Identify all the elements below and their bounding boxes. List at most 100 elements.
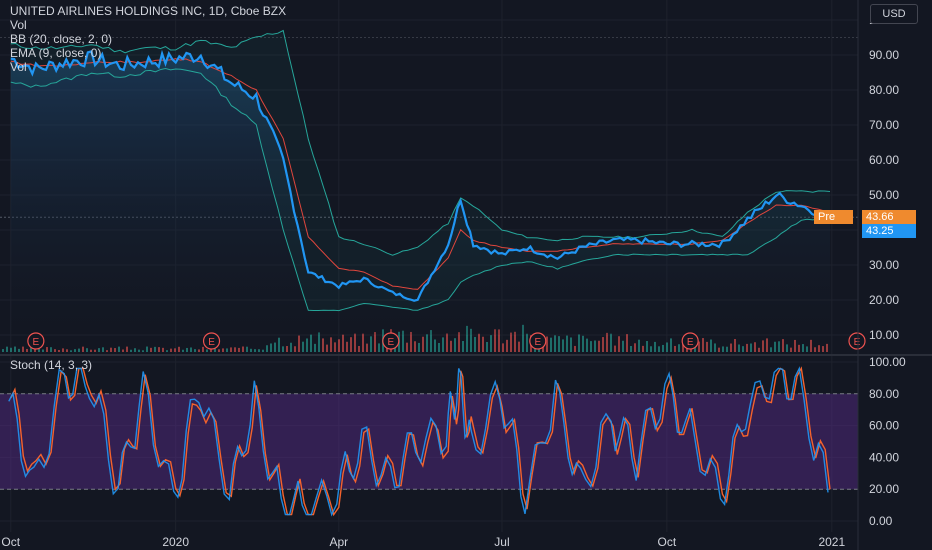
volume-bar: [526, 333, 528, 352]
volume-bar: [442, 337, 444, 352]
volume-bar: [778, 341, 780, 352]
volume-bar: [86, 348, 88, 352]
volume-bar: [166, 350, 168, 352]
volume-bar: [506, 339, 508, 352]
volume-bar: [418, 342, 420, 352]
volume-bar: [482, 336, 484, 352]
earnings-marker[interactable]: [529, 332, 547, 350]
volume-bar: [278, 337, 280, 352]
volume-bar: [218, 349, 220, 352]
price-tick-label: 20.00: [869, 293, 899, 307]
earnings-marker[interactable]: [202, 332, 221, 350]
volume-bar: [466, 325, 468, 352]
volume-bar: [738, 344, 740, 352]
volume-bar: [170, 348, 172, 352]
volume-bar: [458, 332, 460, 352]
volume-bar: [254, 349, 256, 352]
stoch-label[interactable]: Stoch (14, 3, 3): [10, 358, 93, 372]
time-tick-label: Oct: [1, 535, 20, 549]
volume-bar: [22, 346, 24, 352]
earnings-marker[interactable]: [27, 332, 45, 350]
volume-bar: [78, 348, 80, 352]
price-tick-label: 10.00: [869, 328, 899, 342]
volume-bar: [90, 349, 92, 352]
volume-bar: [802, 344, 804, 352]
volume-bar: [262, 349, 264, 352]
volume-bar: [274, 342, 276, 352]
volume-bar: [54, 349, 56, 352]
volume-bar: [742, 346, 744, 352]
stoch-tick-label: 80.00: [869, 387, 899, 401]
volume-bar: [246, 346, 248, 352]
volume-bar: [798, 344, 800, 352]
volume-bar: [518, 341, 520, 352]
legend-vol[interactable]: Vol: [10, 18, 27, 32]
volume-bar: [550, 337, 552, 352]
volume-bar: [642, 345, 644, 352]
volume-bar: [430, 330, 432, 352]
volume-bar: [498, 329, 500, 352]
volume-bar: [150, 347, 152, 352]
volume-bar: [566, 335, 568, 352]
stoch-tick-label: 0.00: [869, 514, 893, 528]
time-tick-label: Oct: [658, 535, 677, 549]
price-pane: [10, 29, 831, 336]
volume-bar: [186, 347, 188, 352]
volume-bar: [578, 334, 580, 352]
stoch-tick-label: 20.00: [869, 482, 899, 496]
bb-fill: [10, 30, 831, 311]
volume-bar: [366, 343, 368, 352]
volume-bar: [122, 349, 124, 352]
stoch-tick-label: 60.00: [869, 419, 899, 433]
volume-bar: [454, 338, 456, 352]
volume-bar: [822, 346, 824, 352]
currency-button[interactable]: USD: [870, 4, 918, 24]
volume-bar: [178, 346, 180, 352]
volume-bar: [762, 340, 764, 352]
volume-bar: [598, 340, 600, 352]
earnings-marker[interactable]: [848, 332, 866, 350]
volume-bar: [558, 336, 560, 352]
legend-vol-2[interactable]: Vol: [10, 60, 27, 74]
volume-bar: [302, 341, 304, 352]
volume-bar: [30, 347, 32, 352]
volume-bar: [726, 346, 728, 352]
legend-ema[interactable]: EMA (9, close, 0): [10, 46, 102, 60]
volume-bar: [354, 333, 356, 352]
volume-bar: [290, 342, 292, 352]
volume-bar: [26, 348, 28, 352]
earnings-marker-label: E: [687, 337, 694, 348]
volume-bar: [242, 346, 244, 352]
earnings-marker[interactable]: [382, 332, 400, 350]
stoch-tick-label: 100.00: [869, 355, 906, 369]
volume-bar: [698, 341, 700, 352]
legend-title[interactable]: UNITED AIRLINES HOLDINGS INC, 1D, Cboe B…: [10, 4, 287, 18]
volume-bar: [174, 348, 176, 352]
earnings-marker-label: E: [854, 337, 861, 348]
volume-bar: [362, 333, 364, 352]
volume-bar: [754, 342, 756, 352]
legend-bb[interactable]: BB (20, close, 2, 0): [10, 32, 113, 46]
volume-bar: [722, 346, 724, 352]
stoch-legend[interactable]: Stoch (14, 3, 3): [10, 358, 92, 372]
earnings-marker[interactable]: [681, 332, 699, 350]
volume-bar: [546, 336, 548, 352]
stoch-k-line: [8, 366, 829, 517]
volume-bar: [378, 343, 380, 352]
volume-bar: [658, 346, 660, 352]
volume-bar: [138, 349, 140, 352]
volume-bar: [346, 341, 348, 352]
volume-bar: [66, 349, 68, 352]
volume-bar: [142, 350, 144, 352]
volume-bar: [62, 348, 64, 352]
volume-bar: [450, 340, 452, 352]
time-tick-label: Jul: [494, 535, 509, 549]
volume-bar: [10, 347, 12, 352]
volume-bar: [782, 339, 784, 352]
volume-bar: [6, 346, 8, 352]
price-tick-label: 80.00: [869, 83, 899, 97]
volume-bar: [334, 342, 336, 352]
stoch-tick-label: 40.00: [869, 450, 899, 464]
volume-bar: [662, 344, 664, 352]
